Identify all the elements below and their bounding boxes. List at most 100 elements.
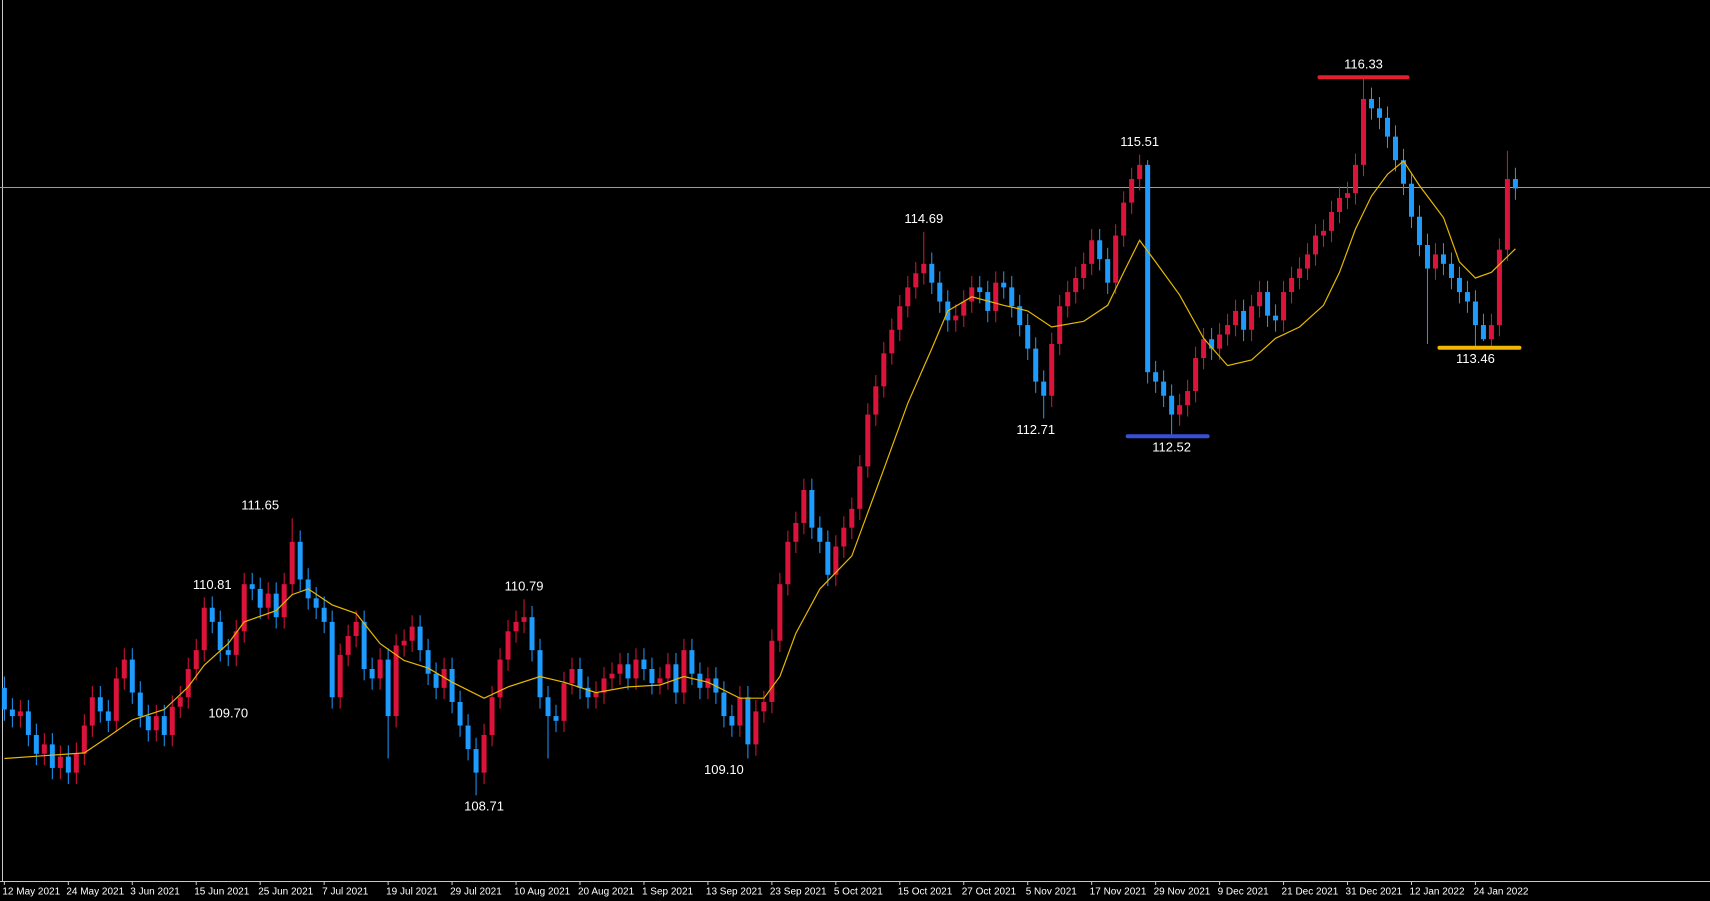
candle-body [25, 711, 31, 735]
candle-body [129, 659, 135, 693]
x-tick-label: 13 Sep 2021 [706, 887, 763, 898]
candle-body [793, 522, 799, 542]
candle-body [1281, 292, 1287, 321]
candle-body [1113, 235, 1119, 283]
candle-body [785, 541, 791, 585]
candle-body [97, 697, 103, 712]
candle-body [769, 640, 775, 702]
candle-body [449, 668, 455, 702]
candle-body [633, 659, 639, 679]
candle-body [1488, 325, 1494, 340]
candle-body [1408, 183, 1414, 217]
candle-body [1161, 381, 1167, 396]
moving-average [4, 160, 1516, 760]
price-annotation: 113.46 [1456, 351, 1495, 366]
price-annotation: 109.10 [704, 762, 744, 777]
candle-body [209, 607, 215, 622]
candle-body [1353, 164, 1359, 194]
candle-body [1177, 405, 1183, 415]
candle-body [497, 659, 503, 698]
price-annotation: 112.52 [1152, 440, 1191, 455]
candle-body [1217, 334, 1223, 349]
candle-body [1480, 325, 1486, 340]
candle-body [1384, 117, 1390, 137]
candle-body [1369, 98, 1375, 109]
candle-body [1329, 212, 1335, 231]
candle-body [737, 697, 743, 726]
x-tick-label: 24 May 2021 [66, 887, 124, 898]
candle-body [1201, 339, 1207, 359]
candle-body [1169, 395, 1175, 415]
candle-body [1001, 282, 1007, 288]
candle-body [385, 659, 391, 717]
candle-body [1249, 306, 1255, 330]
candle-body [585, 687, 591, 698]
candle-body [1512, 179, 1518, 189]
x-tick-label: 17 Nov 2021 [1090, 887, 1147, 898]
candle-body [465, 725, 471, 750]
candle-body [1225, 325, 1231, 335]
price-annotation: 116.33 [1344, 57, 1383, 72]
candle-body [217, 621, 223, 651]
candle-body [1448, 263, 1454, 278]
candle-body [489, 697, 495, 735]
x-tick-label: 21 Dec 2021 [1282, 887, 1339, 898]
x-tick-label: 25 Jun 2021 [258, 887, 313, 898]
candle-body [1337, 197, 1343, 213]
price-annotation: 112.71 [1016, 422, 1055, 437]
candle-body [1041, 381, 1047, 396]
x-tick-label: 3 Jun 2021 [130, 887, 180, 898]
candle-body [137, 692, 143, 717]
price-annotation: 108.71 [464, 799, 504, 814]
candle-body [425, 650, 431, 674]
candle-body [401, 640, 407, 646]
candle-body [417, 626, 423, 651]
x-tick-label: 15 Oct 2021 [898, 887, 953, 898]
candle-body [369, 668, 375, 679]
candle-body [1416, 216, 1422, 245]
candle-body [457, 701, 463, 726]
candle-body [649, 668, 655, 684]
price-annotation: 111.65 [241, 498, 279, 513]
x-tick-label: 7 Jul 2021 [322, 887, 369, 898]
candle-body [857, 466, 863, 509]
candle-body [657, 678, 663, 684]
candle-body [545, 697, 551, 717]
candle-body [1129, 179, 1135, 203]
candle-body [881, 353, 887, 387]
candle-body [1241, 310, 1247, 330]
candle-body [929, 263, 935, 283]
x-tick-label: 29 Jul 2021 [450, 887, 502, 898]
candle-body [1297, 268, 1303, 278]
candle-body [1145, 164, 1151, 373]
candle-body [1456, 277, 1462, 293]
candle-body [1257, 292, 1263, 307]
x-tick-label: 24 Jan 2022 [1473, 887, 1528, 898]
candle-body [1305, 254, 1311, 269]
candle-body [641, 659, 647, 669]
candle-body [1504, 179, 1510, 250]
candle-body [937, 282, 943, 302]
candle-body [617, 664, 623, 674]
x-tick-label: 19 Jul 2021 [386, 887, 438, 898]
candle-body [265, 593, 271, 608]
candle-body [529, 617, 535, 651]
candle-body [809, 489, 815, 528]
candle-body [1, 687, 7, 710]
candle-body [1065, 292, 1071, 307]
candle-body [105, 711, 111, 721]
candle-body [121, 659, 127, 679]
candle-body [1432, 254, 1438, 269]
candle-body [233, 631, 239, 655]
candle-body [1496, 249, 1502, 326]
x-tick-label: 5 Oct 2021 [834, 887, 883, 898]
candle-body [281, 584, 287, 618]
candle-body [249, 584, 255, 589]
candle-body [1424, 244, 1430, 269]
candle-body [745, 697, 751, 745]
x-tick-label: 1 Sep 2021 [642, 887, 694, 898]
candle-body [1233, 310, 1239, 326]
candle-body [505, 631, 511, 660]
candle-body [65, 756, 71, 773]
candle-body [753, 711, 759, 745]
